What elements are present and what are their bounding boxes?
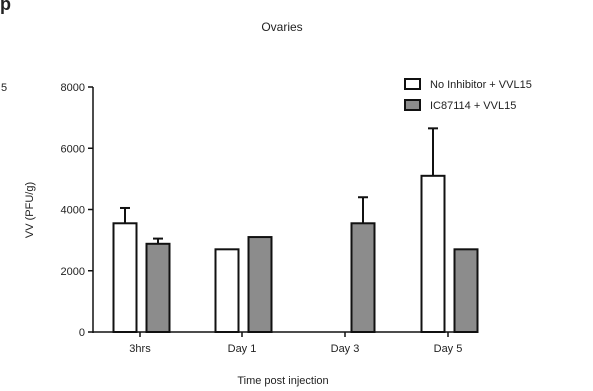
legend-swatch-1 [404, 99, 421, 111]
legend-label-0: No Inhibitor + VVL15 [430, 79, 532, 91]
x-tick-label: 3hrs [129, 343, 151, 355]
panel-letter-fragment: p [0, 0, 11, 14]
bar-no-inhibitor-3hrs [112, 222, 138, 333]
bar-ic87114-day-1 [247, 236, 273, 333]
x-tick-label: Day 3 [331, 343, 360, 355]
bar-ic87114-3hrs [145, 242, 171, 333]
legend-swatch-0 [404, 78, 421, 90]
y-tick-label: 6000 [61, 143, 85, 155]
y-tick-label: 4000 [61, 205, 85, 217]
legend-label-1: IC87114 + VVL15 [430, 100, 516, 112]
bar-ic87114-day-3 [350, 222, 376, 333]
x-tick-label: Day 5 [434, 343, 463, 355]
bar-no-inhibitor-day-1 [214, 248, 240, 333]
y-tick-label: 0 [79, 327, 85, 339]
bar-ic87114-day-5 [453, 248, 479, 333]
y-tick-label: 2000 [61, 266, 85, 278]
x-tick-label: Day 1 [228, 343, 257, 355]
y-tick-label: 8000 [61, 82, 85, 94]
y-axis-title: VV (PFU/g) [24, 182, 36, 238]
chart-title: Ovaries [261, 20, 302, 34]
x-axis-title: Time post injection [237, 375, 328, 387]
bar-no-inhibitor-day-5 [420, 174, 446, 333]
clipped-text-fragment: 5 [1, 82, 8, 94]
